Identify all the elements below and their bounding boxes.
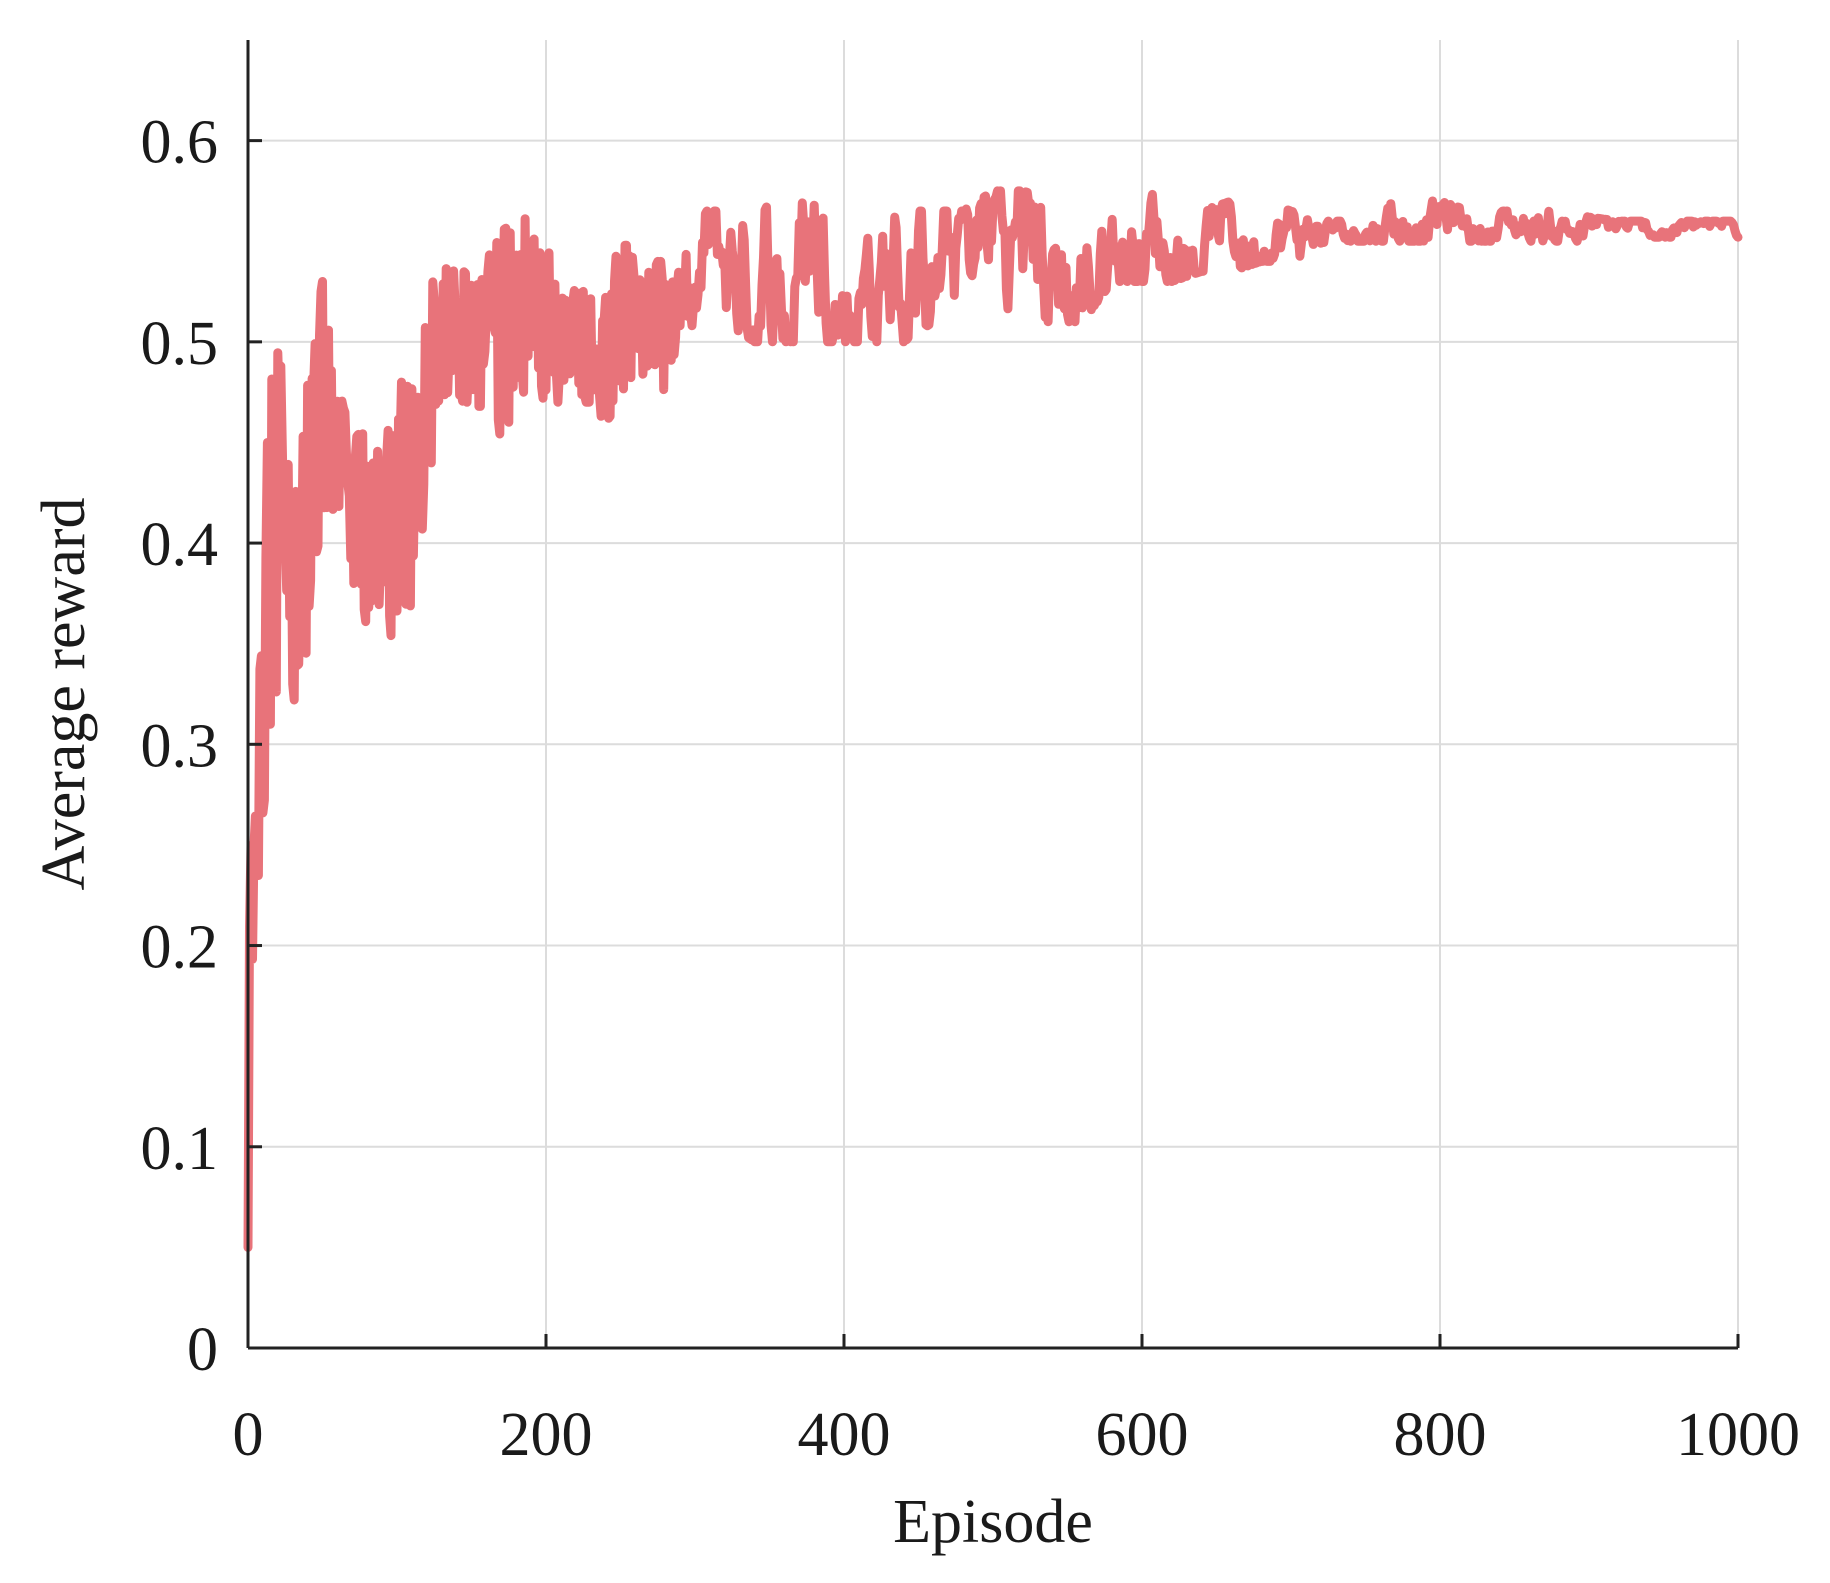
x-tick-label-0: 0 — [233, 1401, 264, 1469]
y-tick-label-4: 0.4 — [141, 511, 219, 579]
y-tick-label-5: 0.5 — [141, 310, 219, 378]
x-tick-label-1: 200 — [500, 1401, 593, 1469]
y-tick-label-3: 0.3 — [141, 712, 219, 780]
x-axis-label: Episode — [893, 1488, 1093, 1556]
series-line-average-reward — [243, 186, 1743, 1252]
y-tick-label-1: 0.1 — [141, 1115, 219, 1183]
y-axis-ticks: 0 0.1 0.2 0.3 0.4 0.5 0.6 — [141, 109, 262, 1384]
y-axis-label: Average reward — [30, 498, 98, 891]
x-tick-label-4: 800 — [1394, 1401, 1487, 1469]
axes — [246, 40, 1738, 1350]
y-tick-label-0: 0 — [187, 1316, 218, 1384]
x-tick-label-5: 1000 — [1676, 1401, 1800, 1469]
y-tick-label-6: 0.6 — [141, 109, 219, 177]
y-tick-label-2: 0.2 — [141, 914, 219, 982]
x-axis-ticks: 0 200 400 600 800 1000 — [233, 1334, 1800, 1469]
x-tick-label-3: 600 — [1096, 1401, 1189, 1469]
series-layer — [243, 186, 1743, 1252]
x-tick-label-2: 400 — [798, 1401, 891, 1469]
